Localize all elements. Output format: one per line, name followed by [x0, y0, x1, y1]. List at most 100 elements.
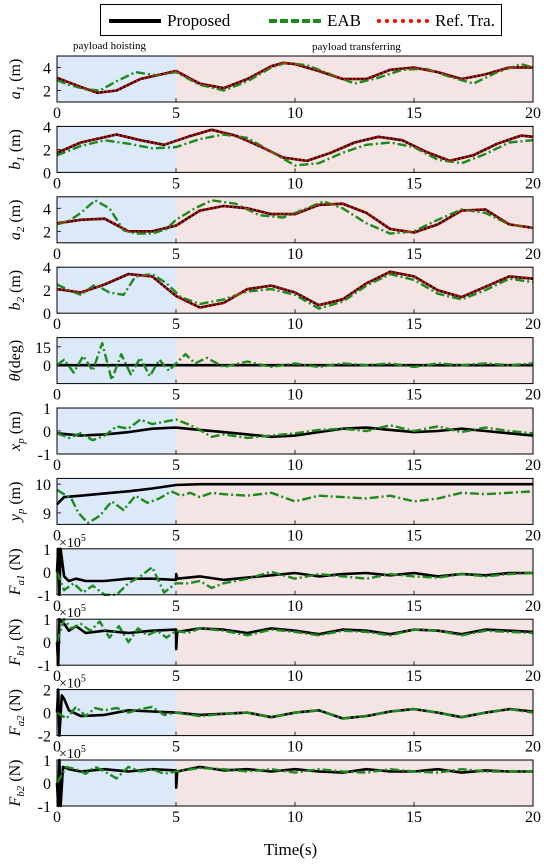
y-tick-label: 0	[43, 635, 51, 652]
x-tick-label: 0	[53, 175, 61, 192]
y-tick-label: 2	[43, 224, 51, 241]
x-tick-label: 15	[406, 246, 422, 263]
transferring-region	[176, 478, 533, 525]
x-tick-label: 5	[172, 598, 180, 615]
x-tick-label: 20	[525, 809, 541, 826]
series-line-ref-tra	[56, 270, 534, 309]
y-tick-label: -1	[38, 658, 51, 675]
x-tick-label: 5	[172, 527, 180, 544]
y-tick-label: 2	[43, 142, 51, 159]
phase-label-transferring: payload transferring	[312, 41, 401, 53]
y-tick-label: 4	[43, 201, 51, 218]
y-tick-label: 4	[43, 119, 51, 136]
y-axis-label: Fb2 (N)	[7, 760, 27, 808]
x-tick-label: 15	[406, 527, 422, 544]
x-tick-label: 10	[287, 739, 303, 756]
multiplier-label: ×105	[59, 744, 86, 762]
series-line-eab	[56, 133, 534, 167]
multiplier-label: ×105	[59, 674, 86, 692]
legend: Proposed EAB Ref. Tra.	[100, 4, 502, 36]
multiplier-label: ×105	[59, 533, 86, 551]
x-tick-label: 20	[525, 527, 541, 544]
y-tick-label: 0	[43, 165, 51, 182]
x-tick-label: 20	[525, 387, 541, 404]
x-tick-label: 20	[525, 105, 541, 122]
hoisting-region	[57, 760, 176, 806]
legend-swatch-eab	[269, 19, 321, 23]
y-tick-label: 2	[43, 84, 51, 101]
y-tick-label: -2	[38, 729, 51, 746]
axes-box	[56, 266, 534, 314]
y-axis-label: yp (m)	[7, 482, 27, 524]
x-tick-label: 5	[172, 668, 180, 685]
series-line-eab	[55, 618, 534, 644]
x-tick-label: 5	[172, 457, 180, 474]
axes-box	[56, 55, 534, 103]
x-tick-label: 5	[172, 105, 180, 122]
x-tick-label: 15	[406, 316, 422, 333]
series-line-ref-tra	[56, 128, 534, 162]
y-axis-label: Fa1 (N)	[7, 548, 27, 596]
x-tick-label: 20	[525, 246, 541, 263]
y-tick-label: -1	[38, 588, 51, 605]
y-axis-label: a2 (m)	[7, 199, 27, 240]
x-tick-label: 0	[53, 739, 61, 756]
legend-swatch-ref	[377, 19, 429, 23]
y-tick-label: 2	[43, 683, 51, 700]
x-tick-label: 10	[287, 246, 303, 263]
axes-box	[56, 759, 534, 807]
axes-box	[56, 477, 534, 525]
axes-box	[56, 618, 534, 666]
legend-item-proposed: Proposed	[109, 11, 230, 31]
y-axis-label: xp (m)	[7, 411, 27, 452]
hoisting-region	[57, 548, 176, 595]
x-tick-label: 0	[53, 598, 61, 615]
y-axis-label: b2 (m)	[7, 270, 27, 311]
x-tick-label: 0	[53, 246, 61, 263]
y-axis-label: Fb1 (N)	[7, 619, 27, 667]
x-tick-label: 0	[53, 457, 61, 474]
y-tick-label: 1	[43, 401, 51, 418]
transferring-region	[176, 619, 533, 666]
series-line-eab	[56, 705, 534, 720]
multiplier-label: ×105	[59, 603, 86, 621]
hoisting-region	[57, 267, 176, 314]
transferring-region	[176, 760, 533, 806]
axes-box	[56, 689, 534, 737]
legend-item-eab: EAB	[269, 11, 361, 31]
y-axis-label: θ(deg)	[7, 340, 24, 382]
hoisting-region	[57, 337, 176, 384]
y-tick-label: 0	[43, 424, 51, 441]
x-tick-label: 5	[172, 387, 180, 404]
series-line-eab	[56, 418, 534, 442]
hoisting-region	[57, 408, 176, 454]
x-tick-label: 5	[172, 246, 180, 263]
y-tick-label: 0	[43, 358, 51, 375]
x-tick-label: 15	[406, 809, 422, 826]
y-tick-label: 4	[43, 260, 51, 277]
x-tick-label: 10	[287, 387, 303, 404]
x-tick-label: 5	[172, 316, 180, 333]
x-tick-label: 10	[287, 527, 303, 544]
y-tick-label: 0	[43, 565, 51, 582]
y-tick-label: 9	[43, 506, 51, 523]
axes-box	[56, 548, 534, 596]
phase-label-hoisting: payload hoisting	[73, 40, 147, 52]
x-tick-label: 15	[406, 739, 422, 756]
x-tick-label: 20	[525, 598, 541, 615]
axes-box	[56, 196, 534, 244]
x-tick-label: 15	[406, 175, 422, 192]
x-tick-label: 20	[525, 668, 541, 685]
hoisting-region	[57, 478, 176, 525]
x-tick-label: 5	[172, 175, 180, 192]
legend-label-eab: EAB	[327, 11, 361, 30]
x-tick-label: 10	[287, 175, 303, 192]
x-tick-label: 10	[287, 316, 303, 333]
x-tick-label: 10	[287, 598, 303, 615]
y-tick-label: 0	[43, 706, 51, 723]
x-tick-label: 0	[53, 316, 61, 333]
x-tick-label: 15	[406, 598, 422, 615]
x-tick-label: 0	[53, 668, 61, 685]
legend-label-ref: Ref. Tra.	[435, 11, 495, 30]
transferring-region	[176, 548, 533, 595]
